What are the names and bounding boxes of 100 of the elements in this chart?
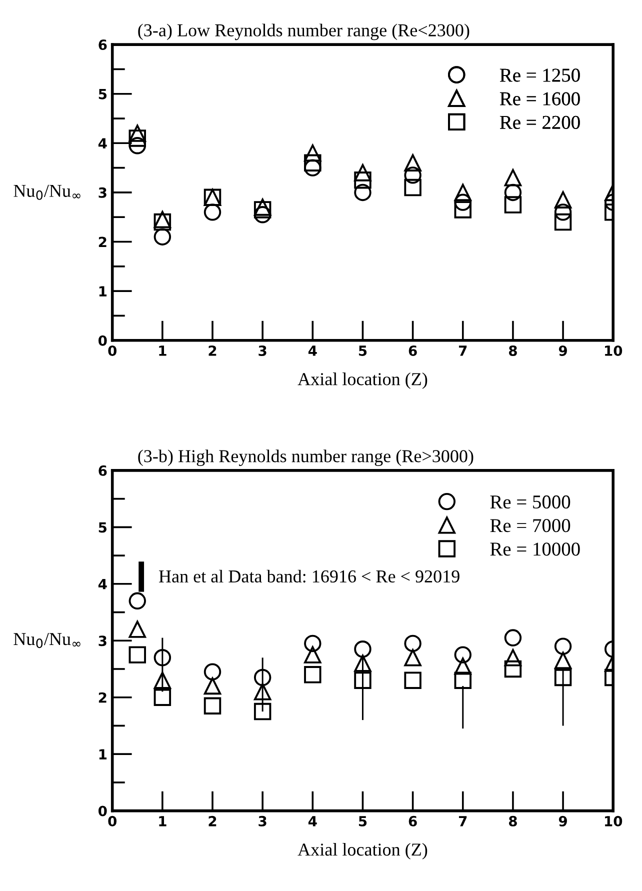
point: [254, 683, 272, 700]
x-tick-label: 1: [159, 346, 166, 356]
x-tick-label: 8: [508, 816, 517, 826]
x-tick-label: 8: [508, 345, 517, 356]
point: [504, 629, 522, 646]
x-tick-label: 3: [258, 816, 266, 826]
point: [454, 646, 472, 664]
point: [128, 130, 146, 147]
y-tick-label: 4: [98, 579, 107, 590]
point: [554, 204, 572, 221]
point: [304, 634, 322, 652]
point: [204, 697, 222, 714]
point: [128, 646, 146, 664]
x-tick-label: 6: [408, 345, 417, 356]
y-tick-label: 5: [98, 89, 107, 100]
x-tick-label: 6: [408, 816, 417, 826]
x-axis-title: Axial location (Z): [298, 372, 428, 389]
point: [304, 144, 322, 162]
point: [454, 658, 472, 675]
chart-title: (3-a) Low Reynolds number range (Re<2300): [138, 24, 470, 40]
point: [404, 634, 422, 652]
point: [404, 154, 422, 172]
y-tick-label: 6: [98, 465, 107, 476]
point: [354, 672, 372, 689]
point: [154, 688, 172, 706]
x-tick-label: 4: [308, 816, 317, 826]
y-axis-title: Nu$_{0}$/Nu$_{∞}$: [14, 633, 80, 648]
x-tick-label: 7: [458, 816, 467, 826]
x-tick-label: 2: [208, 345, 216, 356]
x-tick-label: 1: [159, 816, 166, 826]
y-tick-label: 3: [98, 636, 106, 646]
point: [154, 672, 172, 689]
point: [554, 638, 572, 655]
x-tick-label: 9: [558, 816, 567, 826]
legend-label: Re = 7000: [490, 519, 570, 532]
point: [304, 646, 322, 664]
point: [354, 184, 372, 202]
point: [554, 652, 572, 670]
legend-label: Han et al Data band: 16916 < Re < 92019: [158, 570, 460, 583]
y-tick-label: 1: [99, 749, 107, 760]
x-tick-label: 10: [605, 816, 622, 826]
point: [504, 184, 522, 202]
point: [354, 654, 372, 672]
y-tick-label: 0: [98, 335, 107, 346]
y-axis-title: Nu$_{0}$/Nu$_{∞}$: [14, 184, 80, 200]
y-tick-label: 2: [98, 692, 106, 703]
point: [404, 166, 422, 184]
point: [554, 668, 572, 686]
x-tick-label: 3: [258, 345, 266, 356]
point: [454, 201, 472, 218]
chart-title: (3-b) High Reynolds number range (Re>3000): [138, 450, 474, 466]
point: [128, 592, 146, 610]
x-tick-label: 10: [605, 345, 622, 356]
y-tick-label: 2: [98, 236, 106, 248]
x-tick-label: 7: [458, 346, 467, 356]
legend-label: Re = 2200: [500, 116, 580, 129]
point: [554, 213, 572, 231]
point: [504, 169, 522, 186]
x-tick-label: 9: [558, 345, 567, 356]
point: [154, 228, 172, 246]
point: [154, 649, 172, 666]
x-tick-label: 4: [308, 346, 317, 356]
y-tick-label: 1: [99, 286, 107, 296]
legend-label: Re = 1250: [500, 68, 580, 82]
point: [404, 178, 422, 196]
point: [304, 666, 322, 684]
point: [354, 164, 372, 182]
point: [128, 124, 146, 142]
x-axis-title: Axial location (Z): [298, 843, 428, 860]
legend-label: Re = 5000: [490, 495, 570, 509]
point: [554, 191, 572, 208]
point: [204, 663, 222, 680]
y-tick-label: 5: [98, 522, 107, 533]
point: [254, 668, 272, 686]
x-tick-label: 0: [108, 345, 117, 356]
point: [204, 677, 222, 695]
point: [354, 172, 372, 189]
point: [404, 672, 422, 689]
point: [304, 154, 322, 172]
point: [254, 702, 272, 720]
legend-label: Re = 1600: [500, 92, 580, 106]
point: [128, 137, 146, 154]
x-tick-label: 5: [358, 816, 367, 826]
y-tick-label: 6: [98, 40, 107, 50]
point: [504, 660, 522, 678]
point: [454, 672, 472, 689]
point: [204, 204, 222, 221]
point: [454, 184, 472, 202]
legend-label: Re = 10000: [490, 542, 580, 556]
y-tick-label: 3: [98, 187, 106, 198]
point: [354, 640, 372, 658]
y-tick-label: 4: [98, 138, 107, 148]
x-tick-label: 0: [108, 816, 117, 826]
point: [504, 196, 522, 214]
point: [128, 620, 146, 638]
x-tick-label: 5: [358, 346, 367, 356]
y-tick-label: 0: [98, 806, 107, 816]
x-tick-label: 2: [208, 816, 216, 826]
point: [404, 649, 422, 666]
point: [504, 649, 522, 666]
